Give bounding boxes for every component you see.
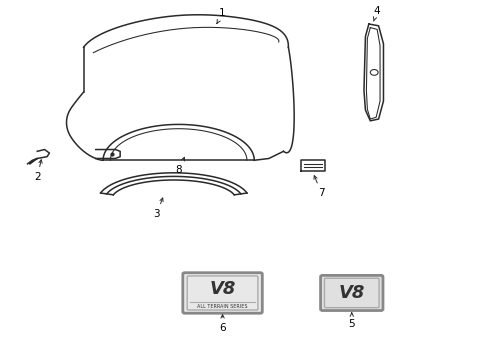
FancyBboxPatch shape bbox=[183, 273, 262, 313]
Text: 6: 6 bbox=[219, 315, 225, 333]
Text: 4: 4 bbox=[373, 6, 380, 21]
Text: 8: 8 bbox=[175, 157, 184, 175]
Text: V8: V8 bbox=[338, 284, 364, 302]
Text: 5: 5 bbox=[348, 313, 354, 329]
Text: V8: V8 bbox=[209, 280, 235, 298]
Text: ALL TERRAIN SERIES: ALL TERRAIN SERIES bbox=[197, 303, 247, 309]
Text: 3: 3 bbox=[153, 198, 163, 219]
Text: 1: 1 bbox=[217, 8, 225, 23]
Text: 7: 7 bbox=[313, 176, 324, 198]
FancyBboxPatch shape bbox=[320, 275, 382, 311]
Text: 2: 2 bbox=[34, 160, 42, 182]
